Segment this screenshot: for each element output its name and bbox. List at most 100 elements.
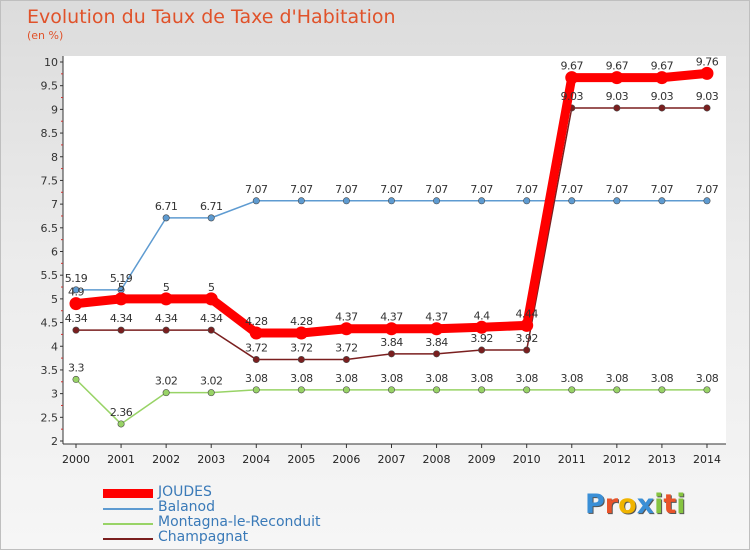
data-point [72, 286, 80, 294]
data-label: 9.76 [696, 55, 719, 68]
data-point [342, 386, 350, 394]
y-tick-label: 9.5 [41, 80, 59, 93]
legend-swatch [103, 522, 153, 525]
data-point [72, 326, 80, 334]
legend-swatch [103, 489, 153, 498]
labels-montagna-le-reconduit: 3.3 2.36 3.02 3.02 3.08 3.08 3.08 3.08 3.08 3.08 3… [68, 361, 719, 419]
data-label: 3.08 [290, 372, 313, 385]
data-point [520, 318, 534, 332]
data-point [568, 197, 576, 205]
labels-joudes: 4.9 5 5 5 4.28 4.28 4.37 4.37 4.37 4.4 4.44 9.67 9.6… [68, 55, 719, 328]
data-label: 7.07 [290, 183, 313, 196]
data-label: 3.08 [515, 372, 538, 385]
data-point [252, 197, 260, 205]
y-tick-label: 4.5 [41, 317, 59, 330]
legend-swatch [103, 537, 153, 540]
data-point [658, 197, 666, 205]
y-tick-label: 3 [51, 388, 58, 401]
data-label: 3.72 [290, 342, 313, 355]
data-label: 6.71 [155, 200, 178, 213]
data-point [297, 197, 305, 205]
x-tick-label: 2007 [377, 453, 405, 466]
logo-letter: P [585, 489, 605, 520]
data-label: 3.08 [425, 372, 448, 385]
data-label: 5 [163, 281, 170, 294]
y-tick-label: 6.5 [41, 222, 59, 235]
data-point [478, 346, 486, 354]
data-point [523, 386, 531, 394]
y-tick-label: 5 [51, 293, 58, 306]
data-label: 4.9 [68, 286, 84, 299]
data-point [703, 386, 711, 394]
data-point [430, 322, 444, 336]
data-label: 5 [208, 281, 215, 294]
data-label: 3.08 [380, 372, 403, 385]
data-point [700, 66, 714, 80]
data-point [159, 292, 173, 306]
data-label: 2.36 [110, 406, 133, 419]
data-point [207, 326, 215, 334]
data-label: 9.67 [561, 60, 584, 73]
data-point [162, 326, 170, 334]
data-label: 5.19 [110, 272, 133, 285]
x-tick-label: 2013 [648, 453, 676, 466]
data-label: 4.37 [335, 311, 358, 324]
data-label: 3.02 [200, 375, 223, 388]
data-label: 9.03 [606, 90, 629, 103]
data-label: 7.07 [606, 183, 629, 196]
y-tick-label: 8.5 [41, 127, 59, 140]
data-point [565, 71, 579, 85]
data-label: 3.72 [335, 342, 358, 355]
data-point [658, 386, 666, 394]
y-tick-label: 3.5 [41, 364, 59, 377]
chart-title: Evolution du Taux de Taxe d'Habitation [27, 6, 396, 28]
data-label: 5.19 [65, 272, 88, 285]
data-point [162, 389, 170, 397]
x-tick-label: 2001 [107, 453, 135, 466]
data-label: 3.08 [335, 372, 358, 385]
data-point [117, 326, 125, 334]
data-point [204, 292, 218, 306]
y-tick-label: 8 [51, 151, 58, 164]
logo-letter: o [618, 489, 637, 520]
y-tick-label: 2 [51, 435, 58, 448]
data-label: 9.03 [696, 90, 719, 103]
legend-item: Champagnat [103, 529, 403, 546]
data-point [613, 104, 621, 112]
data-point [387, 350, 395, 358]
data-label: 3.08 [470, 372, 493, 385]
logo-letter: i [676, 489, 686, 520]
data-point [568, 386, 576, 394]
data-label: 7.07 [425, 183, 448, 196]
data-label: 3.08 [606, 372, 629, 385]
x-tick-label: 2006 [332, 453, 360, 466]
x-tick-label: 2011 [558, 453, 586, 466]
y-tick-label: 10 [44, 56, 58, 69]
y-tick-label: 7 [51, 198, 58, 211]
data-label: 4.44 [515, 307, 538, 320]
labels-champagnat: 4.34 4.34 4.34 4.34 3.72 3.72 3.72 3.84 3.84 3.92… [65, 90, 719, 355]
series-balanod [72, 197, 711, 294]
data-label: 3.08 [561, 372, 584, 385]
data-point [613, 386, 621, 394]
y-tick-label: 5.5 [41, 269, 59, 282]
data-point [252, 386, 260, 394]
labels-balanod: 5.19 5.19 6.71 6.71 7.07 7.07 7.07 7.07 7.07 7.07… [65, 183, 719, 285]
data-label: 7.07 [470, 183, 493, 196]
logo-letter: t [663, 489, 677, 520]
data-label: 9.03 [561, 90, 584, 103]
data-label: 4.28 [245, 315, 268, 328]
data-point [117, 420, 125, 428]
data-label: 4.34 [155, 312, 178, 325]
data-point [655, 71, 669, 85]
x-tick-label: 2000 [62, 453, 90, 466]
data-label: 4.4 [474, 309, 490, 322]
data-point [297, 386, 305, 394]
data-point [342, 356, 350, 364]
data-point [523, 346, 531, 354]
data-point [69, 297, 83, 311]
data-label: 3.08 [696, 372, 719, 385]
legend-label: Champagnat [158, 529, 249, 545]
series-lines [69, 66, 714, 428]
data-point [207, 214, 215, 222]
